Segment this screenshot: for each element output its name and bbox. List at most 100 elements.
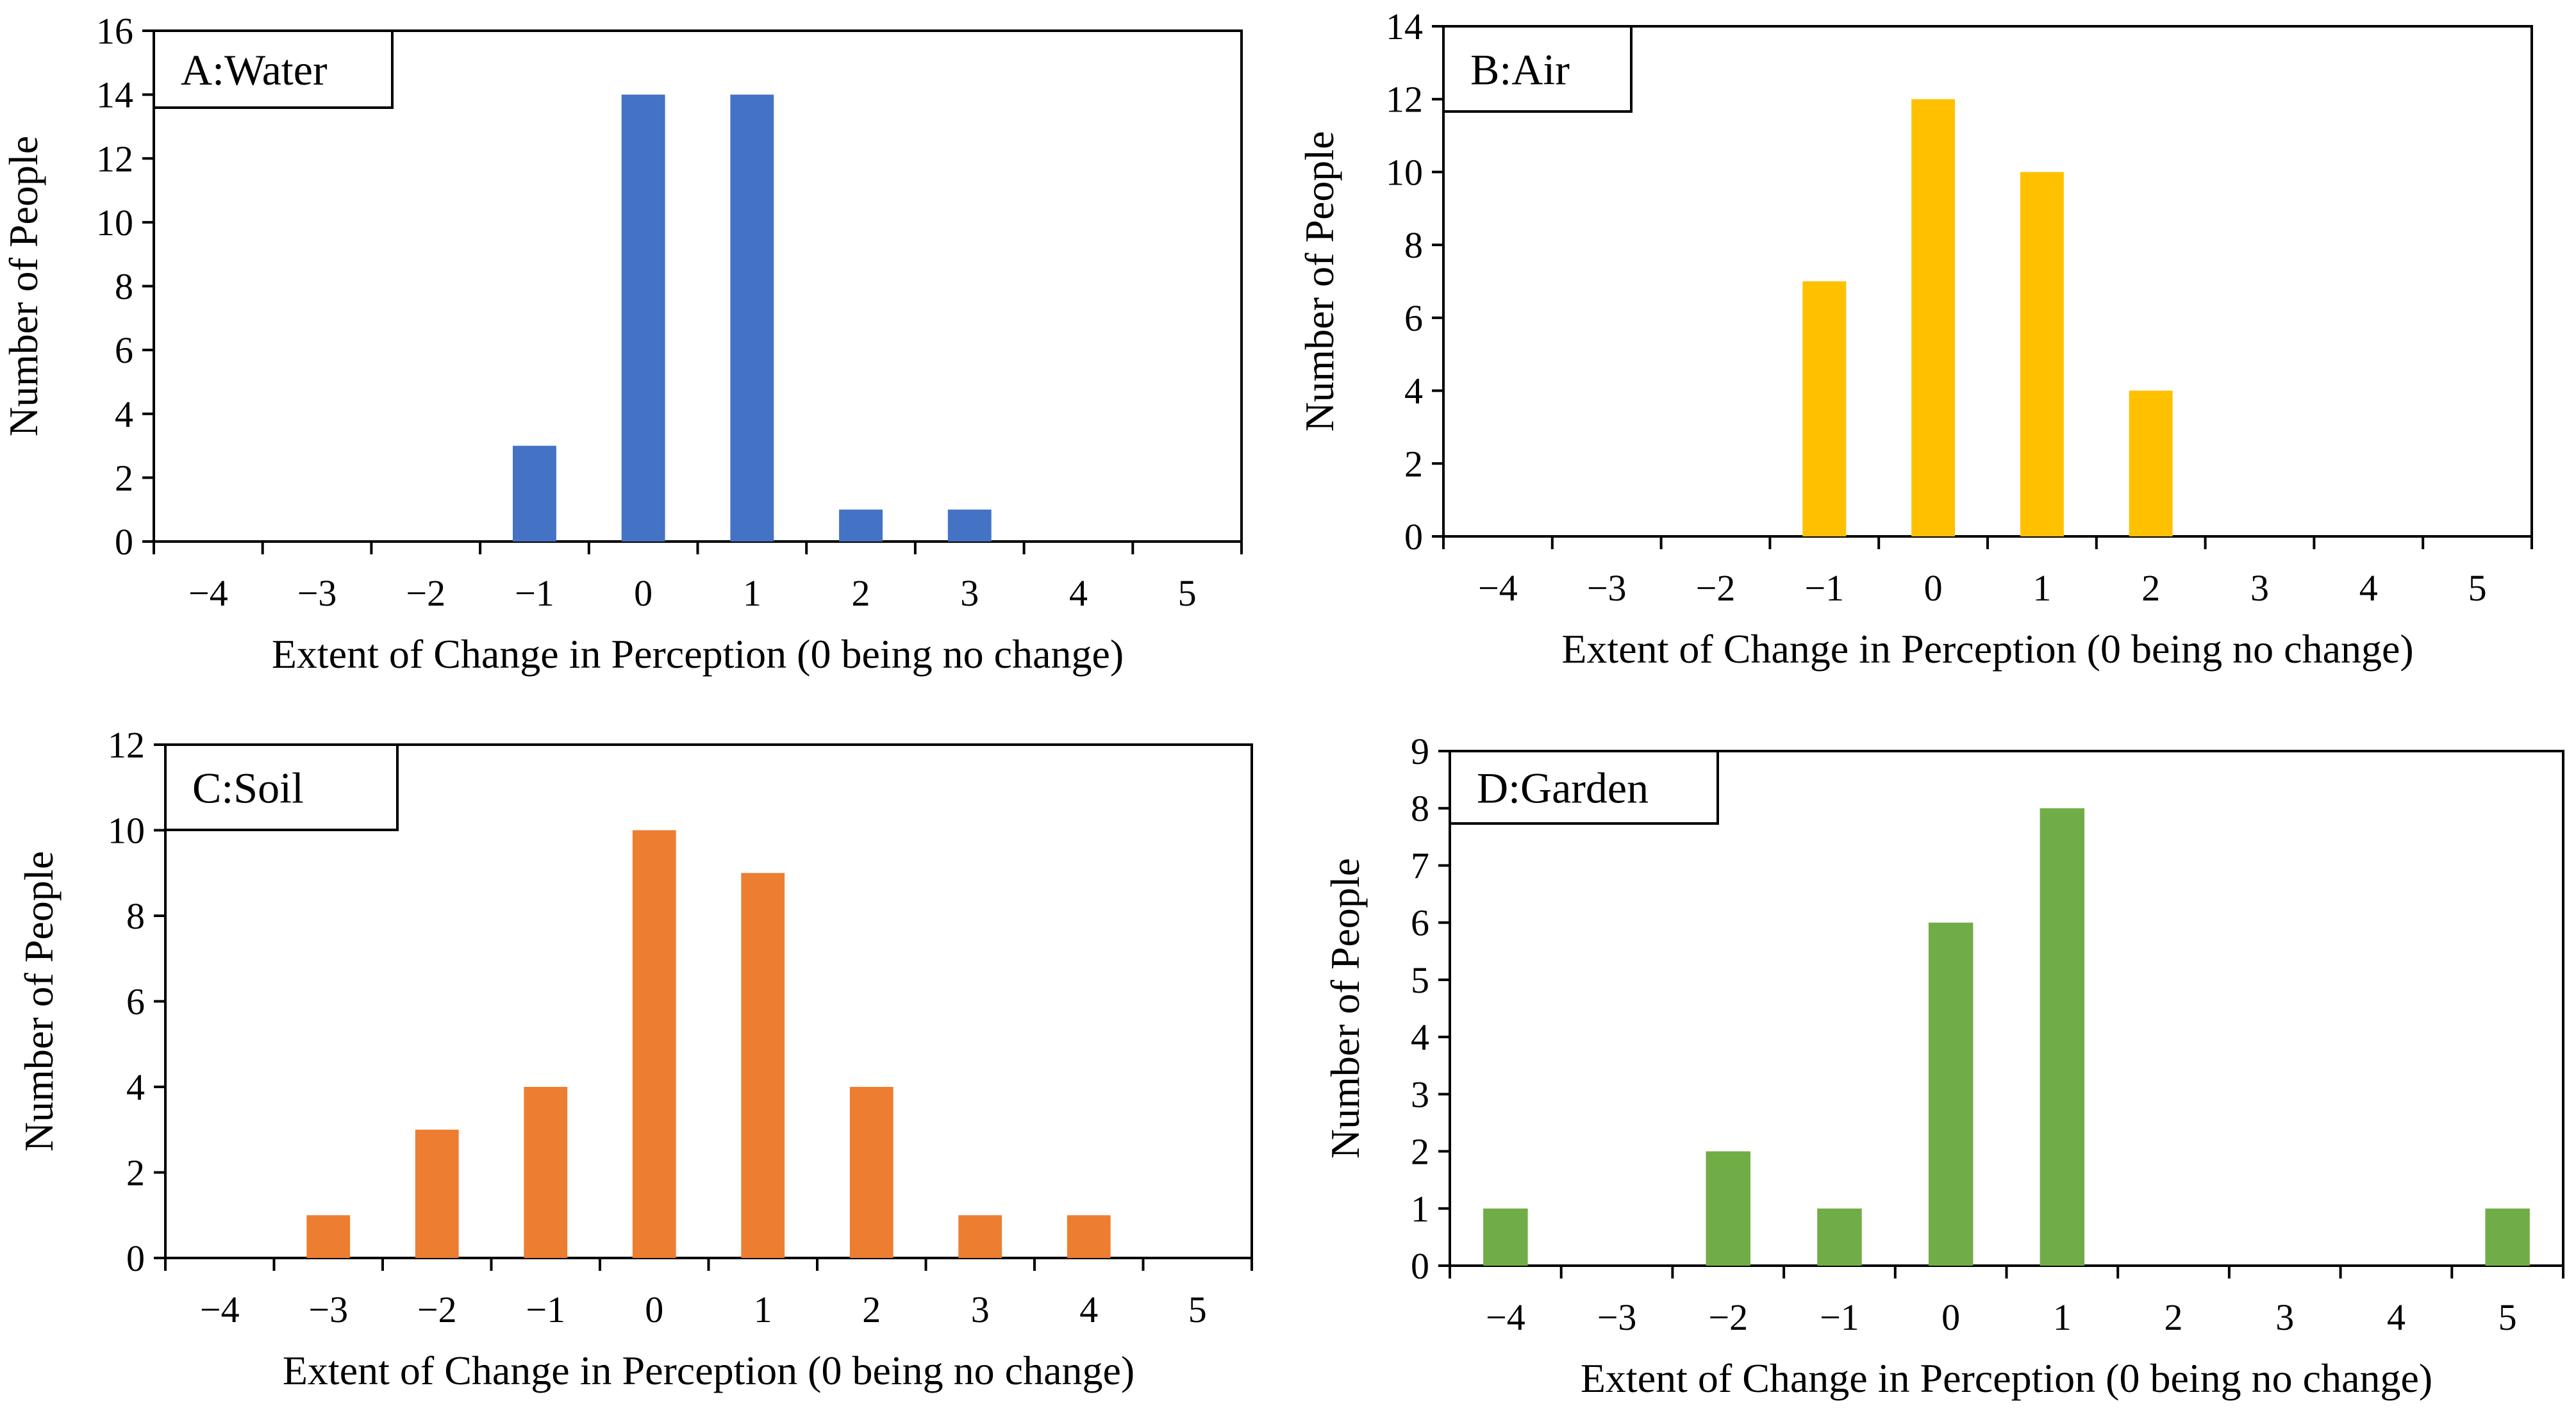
x-tick-label: 0 [634, 572, 652, 614]
x-tick-label: 4 [1079, 1289, 1098, 1330]
x-tick-label: −2 [1696, 567, 1736, 609]
x-tick-label: 3 [960, 572, 979, 614]
x-tick-label: −3 [1597, 1296, 1637, 1338]
bar-minus1 [1817, 1208, 1862, 1266]
x-tick-label: −3 [1587, 567, 1627, 609]
x-tick-label: 5 [1188, 1289, 1207, 1330]
x-axis-label: Extent of Change in Perception (0 being … [283, 1348, 1134, 1393]
y-tick-label: 2 [1404, 443, 1423, 484]
bar-0 [621, 94, 665, 542]
y-tick-label: 10 [108, 810, 145, 852]
x-tick-label: 3 [971, 1289, 990, 1330]
x-tick-label: 4 [2359, 567, 2378, 609]
y-tick-label: 12 [108, 724, 145, 766]
x-axis-label: Extent of Change in Perception (0 being … [1561, 626, 2413, 672]
x-tick-label: 1 [754, 1289, 772, 1330]
y-tick-label: 6 [126, 981, 145, 1023]
x-tick-label: −2 [406, 572, 445, 614]
x-tick-label: 0 [645, 1289, 663, 1330]
bar-minus1 [1802, 281, 1847, 536]
y-tick-label: 3 [1411, 1073, 1429, 1115]
panel-label: C:Soil [192, 764, 304, 813]
panel-label: B:Air [1470, 46, 1570, 94]
x-tick-label: 1 [743, 572, 761, 614]
x-tick-label: −4 [200, 1289, 240, 1330]
x-tick-label: 0 [1924, 567, 1943, 609]
bar-0 [632, 830, 676, 1258]
x-tick-label: 1 [2032, 567, 2051, 609]
y-tick-label: 9 [1411, 731, 1429, 772]
x-tick-label: −3 [308, 1289, 348, 1330]
x-tick-label: −1 [1804, 567, 1844, 609]
bar-5 [2485, 1208, 2530, 1266]
x-tick-label: −4 [1486, 1296, 1525, 1338]
x-tick-label: 3 [2250, 567, 2269, 609]
x-tick-label: 0 [1941, 1296, 1960, 1338]
y-axis-label: Number of People [16, 851, 62, 1152]
x-tick-label: 5 [2468, 567, 2487, 609]
x-tick-label: 4 [2387, 1296, 2406, 1338]
x-tick-label: 1 [2053, 1296, 2072, 1338]
y-tick-label: 2 [1411, 1131, 1429, 1173]
y-tick-label: 0 [1404, 516, 1423, 558]
x-tick-label: 2 [862, 1289, 881, 1330]
x-tick-label: −3 [297, 572, 337, 614]
y-tick-label: 5 [1411, 959, 1429, 1001]
x-tick-label: −4 [188, 572, 228, 614]
y-axis-label: Number of People [1322, 858, 1368, 1159]
bar-minus2 [415, 1129, 459, 1258]
panel-label-box [153, 29, 394, 109]
x-tick-label: 2 [2165, 1296, 2183, 1338]
y-tick-label: 8 [1404, 224, 1423, 266]
bar-0 [1911, 99, 1956, 536]
x-tick-label: −1 [1820, 1296, 1859, 1338]
bar-0 [1928, 922, 1974, 1266]
x-tick-label: −1 [526, 1289, 565, 1330]
bar-1 [2040, 808, 2085, 1266]
chart-panel-4: 0 1 2 3 4 5 6 7 8 9 −4 −3 −2 −1 0 1 2 3 4 5 Extent of Change… [1322, 731, 2564, 1401]
bar-1 [741, 873, 785, 1258]
y-tick-label: 10 [1386, 151, 1423, 193]
y-tick-label: 7 [1411, 845, 1429, 886]
y-tick-label: 2 [115, 457, 133, 499]
x-axis-label: Extent of Change in Perception (0 being … [1581, 1355, 2432, 1401]
y-tick-label: 8 [126, 895, 145, 937]
bar-2 [849, 1087, 893, 1258]
panel-label: D:Garden [1477, 764, 1649, 813]
y-tick-label: 6 [1411, 902, 1429, 944]
panel-label: A:Water [181, 46, 328, 94]
bar-2 [839, 509, 883, 542]
y-tick-label: 4 [126, 1066, 145, 1108]
x-tick-label: 2 [2141, 567, 2160, 609]
bar-3 [947, 509, 992, 542]
bar-minus1 [524, 1087, 568, 1258]
y-tick-label: 16 [96, 10, 133, 52]
x-tick-label: −4 [1478, 567, 1518, 609]
bar-2 [2129, 390, 2173, 536]
plot-frame [1449, 750, 2564, 1267]
x-tick-label: 4 [1069, 572, 1088, 614]
y-axis-label: Number of People [1, 136, 46, 436]
y-tick-label: 14 [1386, 6, 1423, 47]
panel-label-box [1449, 750, 1719, 825]
bar-1 [2020, 172, 2064, 536]
panel-label-box [1442, 25, 1633, 113]
y-axis-label: Number of People [1297, 131, 1342, 431]
y-tick-label: 1 [1411, 1188, 1429, 1230]
y-tick-label: 4 [115, 393, 133, 435]
x-tick-label: −2 [1708, 1296, 1748, 1338]
x-tick-label: −1 [515, 572, 554, 614]
y-tick-label: 4 [1404, 370, 1423, 412]
y-tick-label: 12 [96, 138, 133, 179]
y-tick-label: 6 [1404, 297, 1423, 339]
y-tick-label: 4 [1411, 1016, 1429, 1058]
y-tick-label: 0 [1411, 1245, 1429, 1287]
y-tick-label: 0 [126, 1237, 145, 1279]
x-tick-label: 2 [852, 572, 870, 614]
x-tick-label: 5 [1178, 572, 1197, 614]
y-tick-label: 8 [115, 266, 133, 308]
